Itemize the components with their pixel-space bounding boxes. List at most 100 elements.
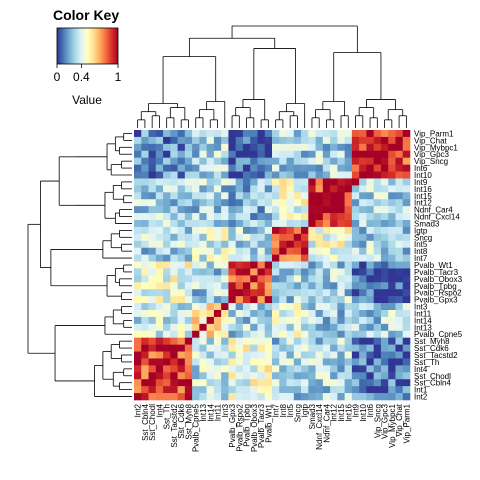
- heatmap-cell: [301, 393, 309, 401]
- heatmap-cell: [373, 296, 382, 304]
- heatmap-cell: [344, 261, 353, 269]
- heatmap-cell: [366, 220, 374, 228]
- heatmap-cell: [293, 247, 302, 255]
- heatmap-cell: [351, 206, 360, 214]
- heatmap-cell: [330, 164, 338, 172]
- heatmap-cell: [344, 344, 353, 352]
- heatmap-cell: [380, 199, 389, 207]
- heatmap-cell: [141, 393, 149, 401]
- heatmap-cell: [170, 185, 178, 193]
- heatmap-cell: [134, 379, 142, 387]
- heatmap-cell: [141, 261, 149, 269]
- heatmap-cell: [206, 344, 215, 352]
- heatmap-cell: [250, 379, 258, 387]
- heatmap-cell: [330, 275, 338, 283]
- heatmap-cell: [163, 303, 171, 311]
- heatmap-cell: [279, 386, 287, 394]
- heatmap-cell: [402, 130, 411, 138]
- heatmap-cell: [272, 220, 280, 228]
- heatmap-cell: [388, 150, 396, 158]
- heatmap-cell: [308, 130, 316, 138]
- heatmap-cell: [322, 379, 331, 387]
- heatmap-cell: [359, 206, 367, 214]
- heatmap-cell: [272, 178, 280, 186]
- row-label: Int13: [414, 323, 432, 332]
- heatmap-cell: [286, 226, 295, 235]
- heatmap-cell: [359, 157, 367, 165]
- heatmap-cell: [272, 157, 280, 165]
- heatmap-cell: [373, 337, 382, 345]
- heatmap-cell: [351, 296, 360, 304]
- heatmap-cell: [163, 254, 171, 262]
- heatmap-cell: [213, 379, 222, 387]
- heatmap-cell: [366, 365, 374, 373]
- heatmap-cell: [395, 220, 404, 228]
- heatmap-cell: [242, 220, 251, 228]
- column-label: Int4: [155, 403, 164, 417]
- heatmap-cell: [330, 344, 338, 352]
- heatmap-cell: [163, 282, 171, 290]
- heatmap-cell: [308, 275, 316, 283]
- heatmap-cell: [308, 386, 316, 394]
- row-label: Sst_Cbln4: [414, 379, 451, 388]
- heatmap-cell: [250, 233, 258, 242]
- heatmap-cell: [366, 199, 374, 207]
- heatmap-cell: [395, 164, 404, 172]
- heatmap-cell: [344, 379, 353, 387]
- heatmap-cell: [359, 344, 367, 352]
- heatmap-cell: [366, 296, 374, 304]
- heatmap-cell: [395, 386, 404, 394]
- heatmap-cell: [402, 185, 411, 193]
- heatmap-cell: [199, 226, 207, 235]
- heatmap-cell: [366, 351, 374, 359]
- heatmap-cell: [344, 393, 353, 401]
- heatmap-cell: [293, 337, 302, 345]
- heatmap-cell: [395, 171, 404, 179]
- heatmap-cell: [177, 247, 186, 255]
- heatmap-cell: [344, 323, 353, 332]
- heatmap-cell: [206, 226, 215, 235]
- heatmap-cell: [235, 220, 244, 228]
- column-label: Sst_Cbln4: [141, 403, 150, 440]
- heatmap-cell: [228, 220, 236, 228]
- heatmap-cell: [264, 268, 273, 276]
- heatmap-cell: [170, 150, 178, 158]
- heatmap-cell: [359, 379, 367, 387]
- heatmap-cell: [359, 386, 367, 394]
- heatmap-cell: [221, 206, 229, 214]
- heatmap-cell: [330, 192, 338, 200]
- heatmap-cell: [337, 220, 345, 228]
- heatmap-cell: [279, 344, 287, 352]
- heatmap-cell: [141, 289, 149, 297]
- heatmap-cell: [279, 226, 287, 235]
- heatmap-cell: [213, 143, 222, 152]
- heatmap-cell: [141, 240, 149, 248]
- heatmap-cell: [402, 296, 411, 304]
- heatmap-cell: [177, 289, 186, 297]
- heatmap-cell: [308, 365, 316, 373]
- heatmap-cell: [308, 206, 316, 214]
- row-label: Pvalb_Wt1: [414, 261, 453, 270]
- heatmap-cell: [337, 372, 345, 380]
- heatmap-cell: [177, 379, 186, 387]
- heatmap-cell: [315, 386, 324, 394]
- heatmap-cell: [170, 393, 178, 401]
- heatmap-cell: [330, 157, 338, 165]
- heatmap-cell: [373, 157, 382, 165]
- heatmap-cell: [395, 226, 404, 235]
- heatmap-cell: [221, 130, 229, 138]
- heatmap-cell: [366, 136, 374, 145]
- heatmap-cell: [184, 143, 193, 152]
- column-labels: Int2Sst_Cbln4Sst_ChodlInt4Sst_ThSst_Tacs…: [134, 403, 412, 452]
- heatmap-cell: [141, 316, 149, 325]
- heatmap-cell: [163, 296, 171, 304]
- heatmap-cell: [155, 136, 164, 145]
- heatmap-cell: [264, 351, 273, 359]
- column-dendrogram: [137, 25, 407, 128]
- heatmap-cell: [134, 150, 142, 158]
- heatmap-cell: [134, 185, 142, 193]
- heatmap-cell: [228, 310, 236, 318]
- heatmap-cell: [373, 233, 382, 242]
- heatmap-cell: [235, 296, 244, 304]
- heatmap-cell: [213, 192, 222, 200]
